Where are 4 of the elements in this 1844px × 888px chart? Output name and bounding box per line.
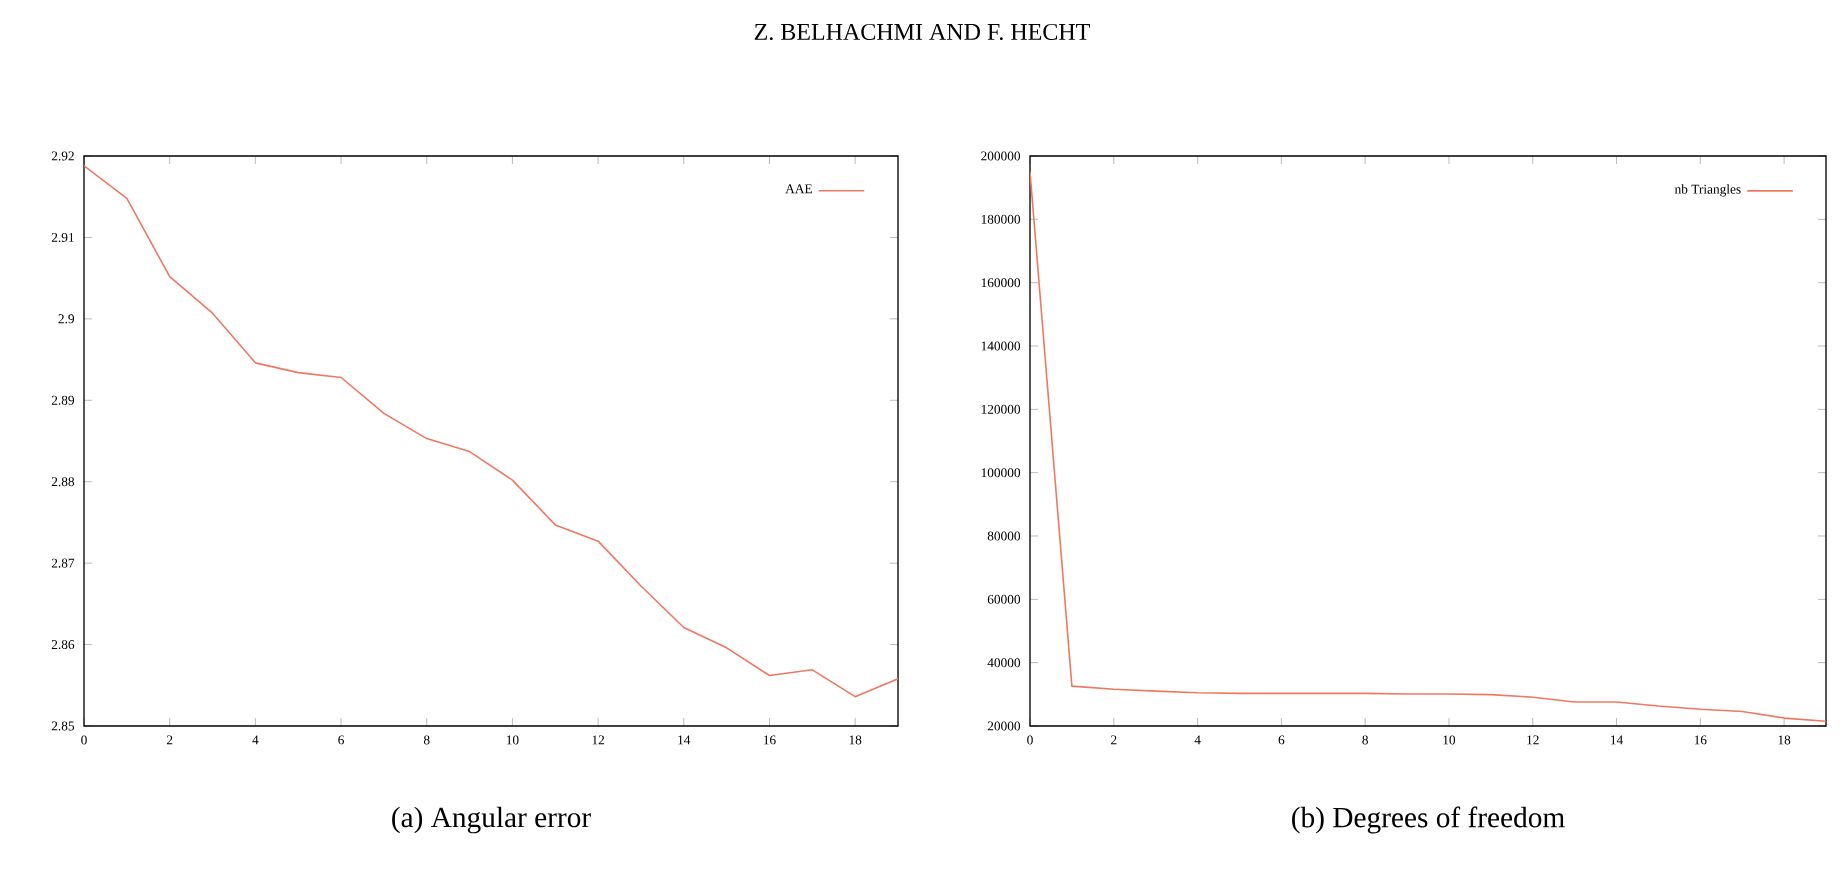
text: Z. BELHACHMI AND F. HECHT — [754, 23, 1090, 41]
line-series — [84, 165, 899, 698]
text: (b) Degrees of freedom — [1292, 806, 1565, 834]
text: (a) Angular error — [392, 806, 591, 834]
